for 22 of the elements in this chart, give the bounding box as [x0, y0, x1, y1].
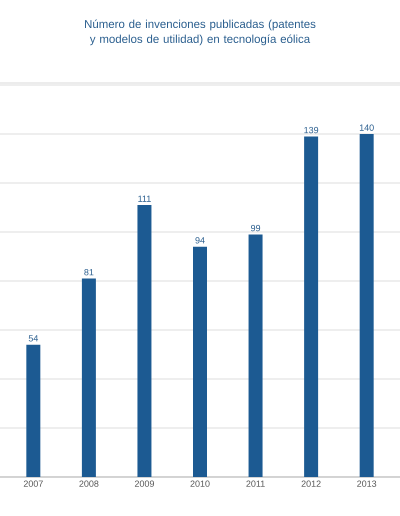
bar — [26, 344, 40, 477]
data-label: 94 — [195, 237, 205, 244]
bar — [304, 136, 318, 477]
data-label: 81 — [84, 269, 94, 276]
data-label: 139 — [304, 126, 318, 134]
bar — [193, 246, 207, 477]
bar — [360, 134, 374, 477]
chart-title: Número de invenciones publicadas (patentes y modelos de utilidad) en tecnología eólica — [85, 20, 316, 46]
x-tick-label: 2013 — [357, 480, 376, 487]
data-label: 111 — [138, 196, 151, 202]
x-tick-label: 2011 — [246, 480, 265, 487]
data-label: 99 — [250, 224, 260, 232]
bar — [137, 205, 152, 477]
bar — [82, 278, 96, 477]
x-tick-label: 2008 — [79, 480, 98, 487]
x-tick-label: 2009 — [134, 480, 154, 487]
bar — [248, 234, 263, 477]
x-tick-label: 2010 — [190, 480, 210, 487]
data-label: 54 — [28, 335, 38, 342]
data-label: 140 — [360, 124, 374, 131]
x-tick-label: 2012 — [302, 480, 321, 487]
x-tick-label: 2007 — [24, 480, 43, 487]
